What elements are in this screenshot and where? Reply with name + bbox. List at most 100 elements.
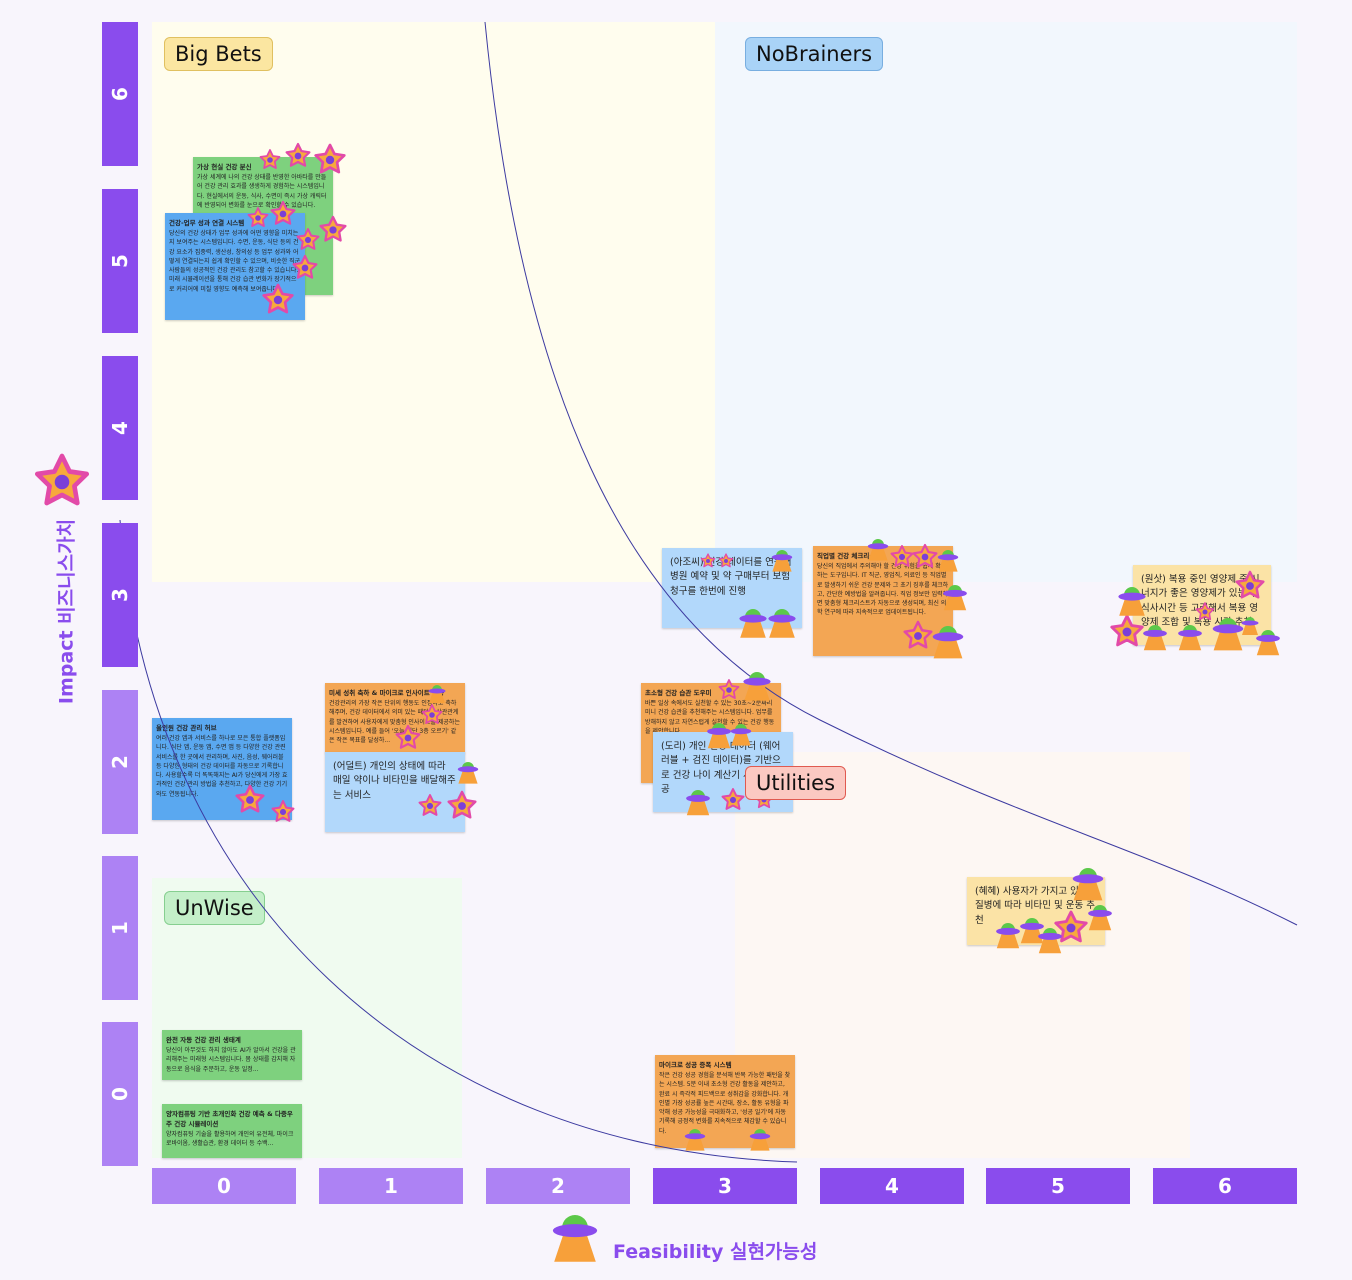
y-tick-label: 4: [107, 421, 132, 435]
x-tick-label: 4: [820, 1168, 964, 1204]
note-body: 양자컴퓨팅 기술을 활용하여 개인의 유전체, 마이크로바이옴, 생활습관, 환…: [166, 1131, 294, 1148]
star-center: [726, 687, 732, 693]
star-center: [914, 632, 922, 640]
star-sticker: [890, 545, 914, 567]
y-tick: 3: [102, 523, 138, 667]
note-body: 작은 건강 성공 경험을 분석해 반복 가능한 패턴을 찾는 시스템. 5분 이…: [659, 1072, 791, 1135]
ufo-beam: [1242, 623, 1258, 635]
ufo-beam: [868, 546, 888, 561]
ufo-sticker: [686, 790, 710, 816]
star-center: [729, 796, 737, 804]
ufo-body: [1241, 620, 1259, 626]
star-sticker: [1195, 602, 1215, 621]
ufo-sticker: [684, 1129, 706, 1151]
ufo-sticker: [937, 550, 959, 572]
ufo-body: [739, 614, 767, 623]
note-body: 당신이 아무것도 하지 않아도 AI가 알아서 건강을 관리해주는 미래형 시스…: [166, 1047, 296, 1073]
ufo-sticker: [1241, 617, 1259, 635]
curve: [119, 519, 798, 1163]
note-body: 바쁜 일상 속에서도 실천할 수 있는 30초~2분짜리 미니 건강 습관을 추…: [645, 700, 775, 735]
ufo-beam: [1178, 633, 1202, 651]
ufo-sticker: [1020, 918, 1044, 944]
star-sticker: [247, 207, 269, 228]
sticky-note: 올인원 건강 관리 허브 여러 건강 앱과 서비스를 하나로 모은 통합 플랫폼입…: [152, 718, 292, 820]
star-center: [404, 734, 412, 742]
y-tick: 4: [102, 356, 138, 500]
star-sticker: [292, 254, 318, 279]
star-sticker: [718, 553, 734, 568]
note-title: 건강-업무 성과 연결 시스템: [169, 219, 245, 227]
ufo-sticker: [743, 672, 771, 701]
ufo-body: [996, 927, 1020, 935]
ufo-body: [749, 1133, 771, 1140]
star-center: [294, 152, 302, 160]
quadrant-label: Big Bets: [164, 37, 273, 71]
note-body: 당신의 직업에서 주의해야 할 건강 위험을 쉽게 확인하는 도구입니다. IT…: [817, 563, 949, 617]
star-center: [898, 553, 906, 561]
ufo-sticker: [457, 762, 479, 784]
ufo-beam: [429, 691, 445, 703]
y-tick-label: 0: [107, 1087, 132, 1101]
note-title: 직업별 건강 체크리스트: [817, 552, 882, 560]
ufo-body: [937, 554, 959, 561]
ufo-sticker: [707, 723, 731, 749]
note-title: 양자컴퓨팅 기반 초개인화 건강 예측 & 다중우주 건강 시뮬레이션: [166, 1110, 293, 1128]
ufo-sticker: [771, 550, 793, 572]
ufo-body: [457, 766, 479, 773]
ufo-sticker: [867, 539, 889, 561]
note-text: (아조씨) 건강 데이터를 연동해 병원 예약 및 약 구매부터 보험 청구를 …: [670, 557, 792, 597]
ufo-sticker: [996, 923, 1020, 949]
ufo-body: [1038, 932, 1062, 940]
star-center: [429, 712, 435, 718]
ufo-body: [1088, 909, 1112, 917]
star-center: [329, 226, 337, 234]
star-center: [706, 559, 710, 563]
ufo-sticker: [1118, 587, 1146, 616]
star-center: [458, 802, 466, 810]
star-sticker: [235, 784, 265, 813]
note-body: 여러 건강 앱과 서비스를 하나로 모은 통합 플랫폼입니다. 식단 앱, 운동…: [156, 735, 288, 798]
star-sticker: [314, 143, 346, 174]
ufo-body: [771, 554, 793, 561]
y-tick: 2: [102, 690, 138, 834]
star-sticker: [721, 788, 745, 810]
ufo-sticker: [730, 724, 752, 746]
x-tick-label: 0: [152, 1168, 296, 1204]
ufo-sticker: [1038, 928, 1062, 954]
star-sticker: [1054, 910, 1088, 943]
note-text: (혜혜) 사용자가 가지고 있는 질병에 따라 비타민 및 운동 추천: [975, 886, 1095, 926]
star-sticker: [1235, 570, 1265, 599]
note-body: 가상 세계에 나의 건강 상태를 반영한 아바타를 만들어 건강 관리 효과를 …: [197, 174, 327, 209]
star-sticker: [271, 800, 295, 822]
ufo-beam: [707, 731, 731, 749]
star-center: [301, 264, 309, 272]
star-sticker: [1110, 614, 1144, 647]
ufo-body: [686, 794, 710, 802]
ufo-body: [428, 688, 446, 694]
star-center: [304, 236, 312, 244]
ufo-beam: [554, 1230, 596, 1262]
star-sticker: [262, 283, 294, 314]
ufo-beam: [1256, 638, 1280, 656]
note-title: 가상 현실 건강 분신: [197, 163, 252, 171]
star-center: [246, 796, 254, 804]
ufo-beam: [943, 593, 967, 611]
star-sticker: [418, 794, 442, 816]
star-center: [1202, 609, 1208, 615]
ufo-beam: [769, 618, 795, 638]
quadrant-label: Utilities: [745, 766, 847, 800]
ufo-sticker: [749, 1129, 771, 1151]
star-center: [54, 474, 70, 490]
ufo-beam: [772, 557, 792, 572]
note-title: 초소형 건강 습관 도우미: [645, 689, 712, 697]
star-sticker: [395, 724, 421, 749]
quadrant-label: UnWise: [164, 891, 265, 925]
note-title: 미세 성취 축하 & 마이크로 인사이트 제공: [329, 689, 444, 697]
ufo-beam: [996, 931, 1020, 949]
star-center: [921, 553, 929, 561]
star-center: [426, 802, 434, 810]
star-center: [1066, 923, 1076, 933]
star-sticker: [421, 704, 443, 725]
ufo-beam: [1213, 628, 1243, 651]
ufo-beam: [685, 1136, 705, 1151]
